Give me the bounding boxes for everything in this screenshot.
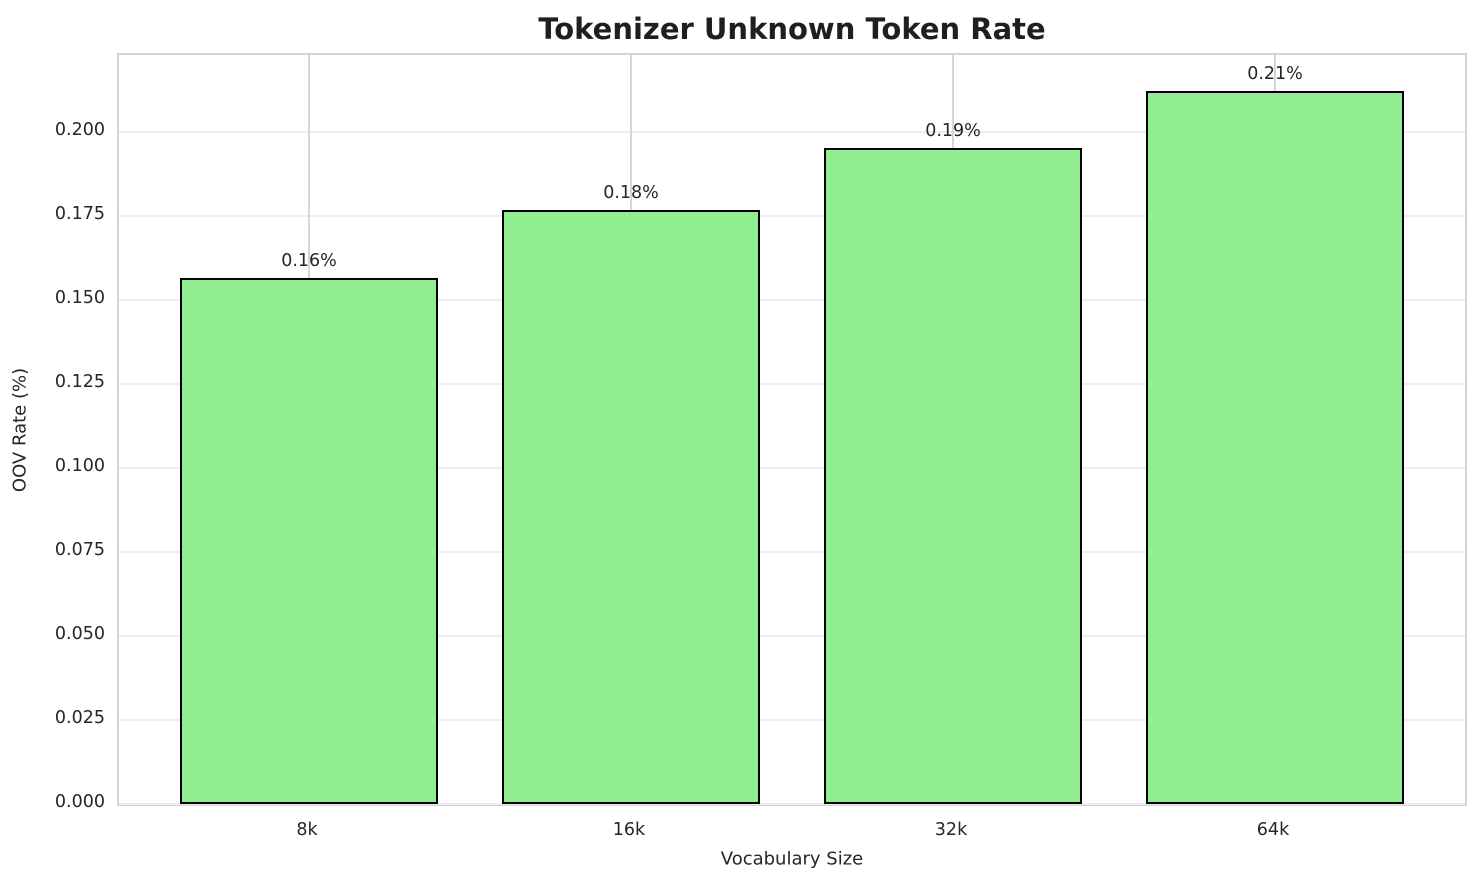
h-gridline [119,718,1465,721]
h-gridline [119,298,1465,301]
y-tick-label: 0.125 [54,371,105,392]
y-axis-label: OOV Rate (%) [9,367,31,493]
x-tick-label: 16k [612,820,646,840]
y-tick-label: 0.075 [54,539,105,560]
y-tick-label: 0.200 [54,119,105,140]
bar-value-label: 0.21% [1247,63,1303,84]
bar-value-label: 0.19% [925,121,981,142]
h-gridline [119,214,1465,217]
bar [180,277,438,804]
y-tick-label: 0.025 [54,707,105,728]
h-gridline [119,550,1465,553]
bar [824,148,1082,804]
plot-area: 0.16% 0.18% 0.19% 0.21% [117,53,1467,806]
h-gridline [119,130,1465,133]
y-tick-label: 0.150 [54,287,105,308]
x-tick-label: 32k [934,820,968,840]
y-axis-ticks: 0.000 0.025 0.050 0.075 0.100 0.125 0.150 0.175… [0,53,105,812]
y-tick-label: 0.100 [54,455,105,476]
x-tick-label: 8k [296,820,318,840]
x-axis-ticks: 8k 16k 32k 64k [117,806,1467,846]
y-tick-label: 0.050 [54,623,105,644]
h-gridline [119,466,1465,469]
h-gridline [119,634,1465,637]
x-tick-label: 64k [1256,820,1290,840]
bar [502,210,760,804]
bar-value-label: 0.16% [281,250,337,271]
y-tick-label: 0.000 [54,792,105,812]
x-axis-label: Vocabulary Size [720,848,864,870]
chart-title: Tokenizer Unknown Token Rate [538,12,1046,46]
h-gridline [119,382,1465,385]
h-gridline [119,803,1465,805]
bar [1146,90,1404,804]
bar-value-label: 0.18% [603,183,659,204]
y-tick-label: 0.175 [54,203,105,224]
